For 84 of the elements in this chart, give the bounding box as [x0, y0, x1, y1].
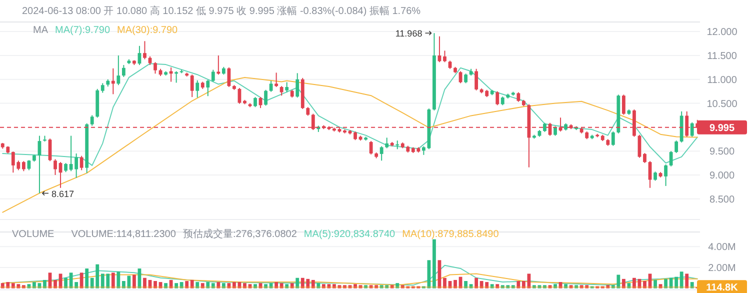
line-series	[2, 273, 698, 286]
bar	[685, 274, 689, 288]
chart-subtitle: 预估成交量:276,376.0802	[182, 228, 298, 240]
candlestick	[622, 94, 626, 116]
bar	[443, 278, 446, 288]
candlestick	[380, 146, 384, 162]
ref-line-label: 9.995	[709, 122, 735, 134]
candlestick	[116, 54, 120, 86]
y-tick-label: 10.500	[706, 98, 738, 110]
candlestick	[54, 158, 57, 176]
candlestick	[90, 114, 94, 126]
candlestick	[385, 137, 389, 149]
candlestick	[154, 62, 157, 74]
bar	[116, 272, 120, 288]
y-tick-label: 9.000	[709, 170, 735, 182]
candlestick	[27, 160, 31, 171]
candlestick	[464, 73, 468, 84]
line-series	[2, 76, 698, 213]
legend-title: VOLUME	[12, 229, 55, 240]
candlestick	[216, 54, 220, 76]
bar	[432, 239, 436, 288]
candlestick	[269, 80, 273, 92]
candlestick	[496, 90, 500, 106]
candlestick	[611, 130, 615, 146]
candlestick	[543, 122, 546, 132]
candlestick	[254, 96, 257, 108]
candlestick	[80, 155, 84, 171]
ref-line-label: 114.8K	[706, 282, 739, 293]
candlestick	[654, 171, 657, 182]
annotation: 8.617	[51, 188, 74, 199]
candlestick	[64, 162, 68, 173]
text: MA(30):9.790	[117, 25, 178, 36]
candlestick	[227, 66, 231, 88]
chart-title: 2024-06-13 08:00 开 10.080 高 10.152 低 9.975 收 9.995 涨幅 -0.83%(-0.084) 振幅 1.76%	[22, 5, 421, 17]
bar	[474, 278, 478, 288]
bar	[143, 278, 146, 288]
candlestick	[100, 82, 104, 94]
candlestick	[190, 74, 194, 98]
y-tick-label: 8.500	[709, 194, 735, 206]
y-tick-label: 11.000	[707, 74, 738, 86]
candlestick	[443, 50, 446, 63]
candlestick	[369, 140, 373, 155]
bar	[85, 268, 89, 288]
candlestick	[669, 150, 673, 167]
bar	[296, 278, 300, 288]
bar	[632, 278, 636, 288]
candlestick	[174, 70, 178, 84]
candlestick	[554, 126, 557, 136]
candlestick	[196, 80, 200, 98]
candlestick	[111, 68, 115, 95]
candlestick	[143, 40, 146, 60]
bar	[80, 272, 84, 288]
chart-title: VOLUME:114,811.2300	[71, 229, 176, 240]
candlestick	[674, 140, 678, 154]
candlestick	[643, 152, 646, 164]
text: MA(5):920,834.8740	[304, 229, 396, 240]
y-tick-label: 9.500	[709, 146, 735, 158]
candlestick	[122, 64, 126, 78]
candlestick	[274, 72, 278, 88]
candlestick	[648, 160, 652, 188]
candlestick	[296, 72, 300, 98]
candlestick	[474, 68, 478, 91]
bar	[111, 272, 115, 288]
candlestick	[264, 89, 268, 106]
text: MA(10):879,885.8490	[402, 229, 500, 240]
annotation: 11.968	[395, 28, 422, 39]
candlestick	[211, 69, 215, 82]
y-tick-label: 11.500	[707, 50, 738, 62]
candlestick	[516, 92, 520, 102]
bar	[64, 278, 68, 288]
bar	[680, 272, 684, 288]
bar	[132, 274, 136, 288]
candlestick	[280, 86, 284, 96]
candlestick	[690, 122, 694, 138]
candlestick	[206, 79, 210, 97]
y-tick-label: 2.00M	[708, 262, 736, 274]
y-tick-label: 12.000	[706, 27, 738, 38]
candlestick	[664, 164, 668, 186]
candlestick	[285, 82, 289, 93]
legend-title: MA	[33, 25, 48, 36]
candlestick	[169, 66, 173, 82]
candlestick	[22, 160, 26, 172]
text: MA(7):9.790	[55, 25, 110, 36]
y-tick-label: 4.00M	[708, 242, 736, 254]
